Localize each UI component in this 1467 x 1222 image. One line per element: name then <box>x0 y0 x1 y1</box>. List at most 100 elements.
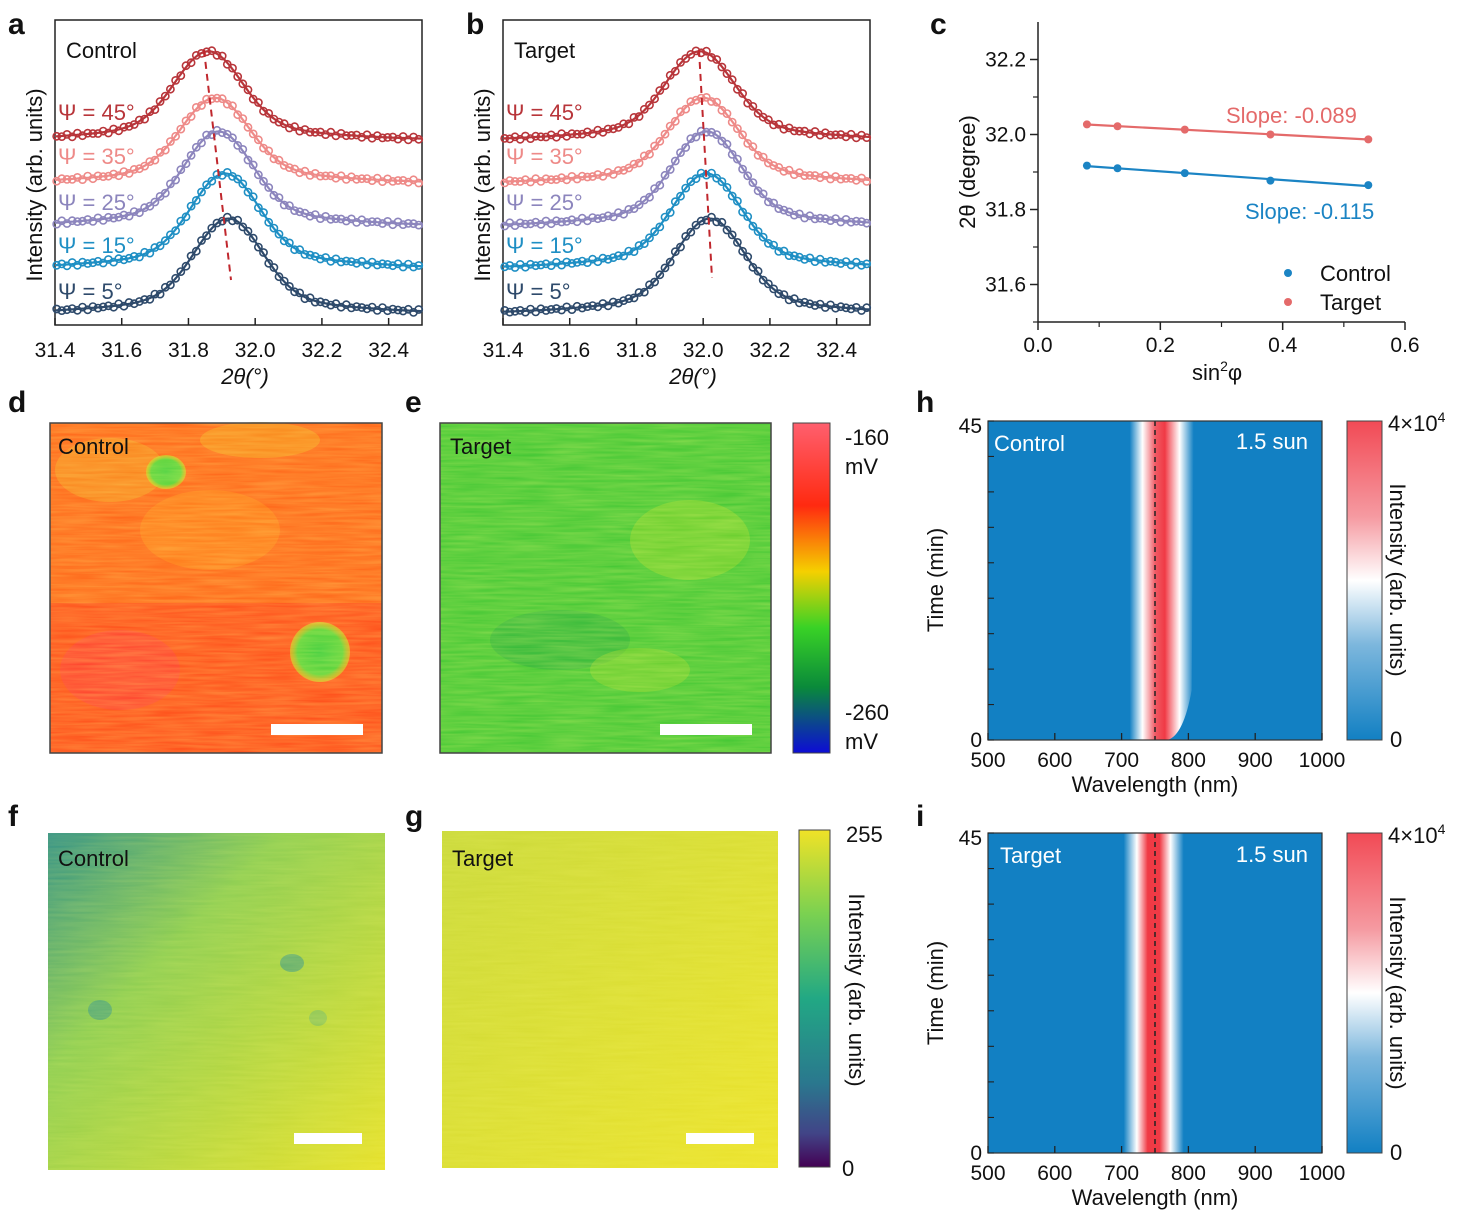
xrd-point-a-4-43 <box>274 272 284 282</box>
xrd-point-b-0-33 <box>670 66 680 76</box>
axes-ticks-i: 500 600 700 800 900 1000 0 45 <box>959 827 1346 1185</box>
xrd-point-a-1-48 <box>300 166 310 176</box>
xrd-point-a-1-0 <box>52 176 62 186</box>
xrd-point-b-4-33 <box>670 247 680 257</box>
xrd-point-a-0-14 <box>124 122 134 131</box>
xrd-point-b-2-21 <box>608 212 618 222</box>
xrd-point-a-0-62 <box>372 131 382 141</box>
panel-letter-a: a <box>8 8 25 41</box>
xrd-point-b-1-66 <box>841 173 851 183</box>
xrd-point-b-4-37 <box>691 220 701 230</box>
xrd-point-a-1-30 <box>207 94 217 104</box>
xrd-point-a-4-8 <box>93 303 103 313</box>
xrd-point-a-1-11 <box>109 169 118 179</box>
xrd-point-b-3-70 <box>862 259 872 269</box>
x-tick-label-h-3: 800 <box>1171 749 1206 772</box>
xrd-point-b-2-17 <box>588 213 597 222</box>
xrd-point-b-2-12 <box>562 216 572 226</box>
xrd-point-a-3-21 <box>160 236 170 246</box>
xrd-point-a-0-2 <box>62 129 72 139</box>
fit-line-1 <box>1086 123 1369 141</box>
psi-label-b-1: Ψ = 35° <box>506 144 583 169</box>
xrd-point-b-2-38 <box>696 126 706 136</box>
y-tick-label-h-1: 45 <box>959 415 982 438</box>
xrd-point-b-2-10 <box>552 216 561 226</box>
xrd-point-b-3-60 <box>810 257 820 266</box>
sample-label-a: Control <box>66 38 137 63</box>
xrd-point-b-2-40 <box>707 127 716 137</box>
xrd-point-a-3-18 <box>145 248 155 258</box>
xrd-point-a-1-23 <box>171 131 180 141</box>
x-axis-label-b: 2θ(°) <box>668 364 717 389</box>
xrd-point-a-2-6 <box>83 215 93 224</box>
xrd-point-a-4-70 <box>414 305 424 314</box>
xrd-point-b-2-34 <box>676 148 685 157</box>
xrd-point-b-1-58 <box>800 171 809 180</box>
xrd-point-b-3-14 <box>572 257 582 267</box>
xrd-point-b-3-40 <box>707 168 716 178</box>
xrd-point-b-3-49 <box>753 227 763 236</box>
xrd-point-b-1-2 <box>510 176 520 186</box>
condition-label-h: 1.5 sun <box>1236 429 1308 454</box>
xrd-point-b-1-37 <box>691 95 701 105</box>
axes-ticks-c: 0.0 0.2 0.4 0.6 31.6 31.8 32.0 32.2 <box>985 49 1419 358</box>
xrd-point-b-4-10 <box>552 304 561 313</box>
xrd-point-a-4-14 <box>124 298 134 307</box>
xrd-point-a-3-49 <box>305 250 315 260</box>
kpfm-colorbar: -160 mV -260 mV <box>792 422 889 754</box>
xrd-point-a-4-26 <box>186 251 196 261</box>
panel-h: h Control 1.5 sun 500 600 700 800 900 1000045… <box>916 386 1446 797</box>
xrd-point-a-1-9 <box>98 172 108 181</box>
xrd-point-b-4-16 <box>583 302 592 311</box>
xrd-point-a-2-15 <box>129 207 139 216</box>
xrd-point-b-2-4 <box>521 219 530 229</box>
xrd-point-b-1-55 <box>784 165 794 175</box>
xrd-point-a-4-48 <box>300 294 310 304</box>
xrd-point-b-3-38 <box>696 168 706 178</box>
xrd-point-a-3-42 <box>269 223 279 233</box>
xrd-point-b-0-25 <box>629 113 639 122</box>
xrd-point-b-1-40 <box>707 97 716 106</box>
xrd-point-b-3-19 <box>598 253 608 263</box>
xrd-point-a-1-12 <box>114 171 124 181</box>
xrd-point-b-4-41 <box>712 217 722 227</box>
xrd-point-a-4-52 <box>321 298 330 308</box>
xrd-point-b-1-67 <box>846 173 856 183</box>
xrd-point-b-1-3 <box>515 177 525 186</box>
xrd-point-b-3-54 <box>779 246 789 256</box>
xrd-point-a-1-10 <box>104 171 113 181</box>
xrd-point-b-4-1 <box>505 307 515 317</box>
x-tick-label-c-1: 0.2 <box>1146 334 1175 357</box>
xrd-point-a-4-42 <box>269 263 279 272</box>
psi-labels-a: Ψ = 45° Ψ = 35° Ψ = 25° Ψ = 15° Ψ = 5° <box>58 100 135 304</box>
xrd-point-b-0-41 <box>712 55 722 64</box>
xrd-point-a-0-19 <box>150 105 160 114</box>
panel-letter-h: h <box>916 386 934 419</box>
xrd-point-b-1-28 <box>645 149 654 159</box>
scale-bar-d <box>271 724 363 735</box>
xrd-point-b-1-45 <box>733 124 742 134</box>
xrd-point-b-0-26 <box>634 112 644 121</box>
xrd-point-b-1-35 <box>681 104 691 114</box>
xrd-point-b-3-50 <box>758 232 768 242</box>
x-tick-label-i-1: 600 <box>1037 1162 1072 1185</box>
xrd-point-a-4-59 <box>357 303 367 312</box>
xrd-point-b-1-56 <box>789 170 799 179</box>
xrd-point-a-2-12 <box>114 212 124 222</box>
xrd-point-b-1-18 <box>593 170 603 179</box>
xrd-point-a-2-17 <box>140 203 149 213</box>
xrd-point-a-4-38 <box>248 233 258 243</box>
xrd-point-a-1-45 <box>284 163 294 172</box>
xrd-point-a-0-55 <box>336 128 346 138</box>
xrd-point-a-1-58 <box>352 174 361 184</box>
xrd-point-b-2-70 <box>862 218 872 228</box>
xrd-point-b-4-56 <box>789 294 799 304</box>
xrd-point-b-3-63 <box>826 256 835 266</box>
xrd-point-a-2-67 <box>398 220 408 229</box>
xrd-point-b-4-52 <box>769 284 778 294</box>
xrd-point-b-4-58 <box>800 297 809 307</box>
xrd-point-a-1-52 <box>321 171 330 181</box>
colorbar-h-top: 4×104 <box>1388 409 1446 436</box>
xrd-point-a-3-5 <box>78 257 87 267</box>
xrd-point-a-4-0 <box>52 304 62 314</box>
